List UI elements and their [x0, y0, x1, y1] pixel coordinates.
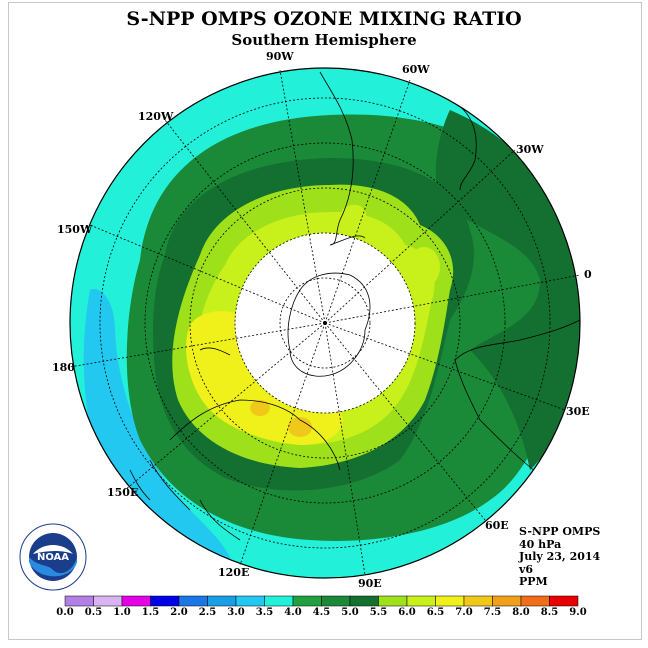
colorbar-tick-label: 5.0 — [341, 607, 359, 618]
colorbar-tick-label: 2.5 — [198, 607, 217, 618]
lon-label-180: 180 — [52, 361, 75, 374]
colorbar-tick-label: 3.0 — [227, 607, 245, 618]
band-6-5-to-7-0 — [250, 400, 270, 416]
lon-label-120e: 120E — [218, 566, 250, 579]
lon-label-120w: 120W — [138, 110, 174, 123]
map-title: S-NPP OMPS OZONE MIXING RATIO — [126, 8, 522, 30]
coastlines — [129, 71, 580, 541]
colorbar-tick-label: 8.5 — [540, 607, 559, 618]
svg-text:NOAA: NOAA — [37, 552, 69, 563]
lon-label-90e: 90E — [358, 577, 382, 590]
pressure-level: 40 hPa — [519, 537, 562, 551]
colorbar-tick-label: 8.0 — [512, 607, 530, 618]
lon-label-150e: 150E — [107, 486, 139, 499]
colorbar-tick-label: 4.5 — [312, 607, 331, 618]
colorbar-tick-label: 2.0 — [170, 607, 188, 618]
lon-label-90w: 90W — [266, 50, 294, 63]
colorbar-tick-label: 1.5 — [141, 607, 160, 618]
product-info: S-NPP OMPS 40 hPa July 23, 2014 v6 PPM — [519, 525, 601, 589]
lon-label-30w: 30W — [516, 143, 544, 156]
colorbar-tick-label: 3.5 — [255, 607, 274, 618]
lon-label-30e: 30E — [566, 405, 590, 418]
lon-label-150w: 150W — [57, 223, 93, 236]
colorbar-tick-label: 7.0 — [455, 607, 473, 618]
south-pole-marker — [323, 321, 327, 325]
lon-label-0: 0 — [584, 268, 592, 281]
band-5-5-to-6-0-patch — [408, 247, 440, 287]
figure-frame — [8, 2, 642, 640]
colorbar-tick-label: 0.0 — [56, 607, 74, 618]
graticule — [69, 69, 581, 576]
colorbar-tick-label: 5.5 — [369, 607, 388, 618]
instrument-name: S-NPP OMPS — [519, 525, 601, 538]
colorbar-tick-label: 0.5 — [84, 607, 103, 618]
noaa-logo: NOAA — [18, 522, 88, 592]
colorbar-tick-label: 1.0 — [113, 607, 131, 618]
lon-label-60e: 60E — [485, 519, 509, 532]
colorbar-tick-label: 4.0 — [284, 607, 302, 618]
observation-date: July 23, 2014 — [519, 550, 601, 563]
colorbar-tick-label: 6.5 — [426, 607, 445, 618]
map-subtitle: Southern Hemisphere — [231, 31, 417, 49]
product-version: v6 — [519, 562, 534, 576]
lon-label-60w: 60W — [402, 63, 430, 76]
units: PPM — [519, 575, 548, 588]
colorbar-tick-label: 9.0 — [569, 607, 587, 618]
map-border — [69, 67, 581, 579]
colorbar-tick-label: 7.5 — [483, 607, 502, 618]
colorbar-tick-label: 6.0 — [398, 607, 416, 618]
